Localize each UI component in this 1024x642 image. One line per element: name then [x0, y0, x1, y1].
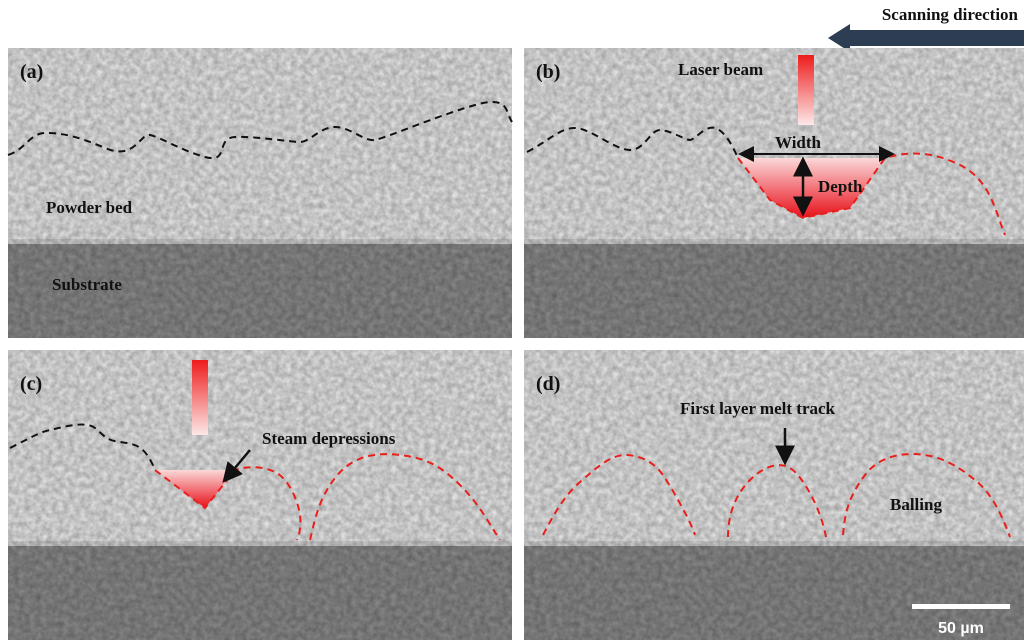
annotation: Depth — [818, 177, 863, 196]
annotation: Substrate — [52, 275, 122, 294]
annotation: Steam depressions — [262, 429, 396, 448]
panel-label: (a) — [20, 61, 43, 83]
panel-c-image — [8, 350, 512, 640]
panel-label: (c) — [20, 373, 42, 395]
annotation: First layer melt track — [680, 399, 836, 418]
panel-d-image — [524, 350, 1024, 640]
panel-label: (d) — [536, 373, 560, 395]
scale-label: 50 µm — [938, 620, 984, 637]
scan-label: Scanning direction — [882, 5, 1019, 24]
annotation: Width — [775, 133, 822, 152]
scale-bar — [912, 604, 1010, 609]
annotation: Laser beam — [678, 60, 763, 79]
laser-beam — [798, 55, 814, 125]
laser-beam — [192, 360, 208, 435]
annotation: Powder bed — [46, 198, 133, 217]
figure: Scanning direction (a) Powder bed Substr… — [0, 0, 1024, 642]
scan-arrow — [828, 24, 1024, 52]
annotation: Balling — [890, 495, 942, 514]
panel-a-image — [8, 48, 512, 338]
panel-label: (b) — [536, 61, 560, 83]
